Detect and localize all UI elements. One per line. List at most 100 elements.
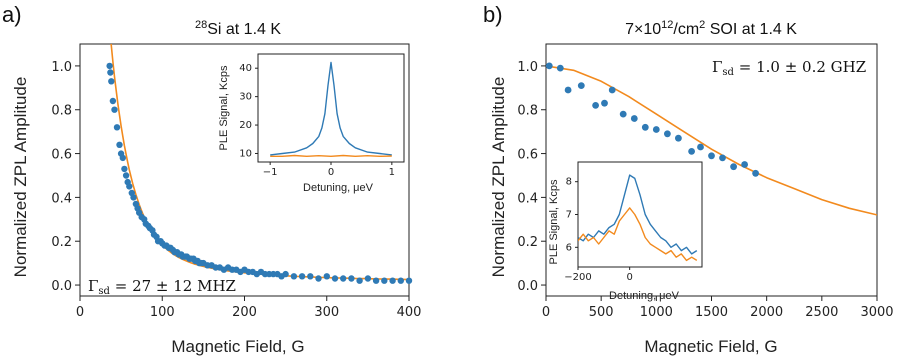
panel-b-inset-series-0: [578, 174, 698, 255]
panel-b-point-8: [630, 115, 638, 122]
panel-b-ytick-label-4: 0.8: [517, 104, 538, 119]
panel-a-point-9: [121, 165, 128, 173]
panel-b-inset-ylabel: PLE Signal, Kcps: [548, 179, 560, 264]
panel-a-point-81: [389, 277, 396, 284]
panel-b-label: b): [483, 2, 503, 27]
panel-b-point-18: [741, 161, 748, 168]
panel-b-inset-ytick-label-2: 8: [566, 177, 572, 188]
panel-a-inset-ytick-label-3: 40: [239, 63, 252, 74]
panel-a-point-6: [116, 141, 123, 148]
panel-b-point-6: [608, 86, 616, 94]
panel-a-annot-text: = 27 ± 12 MHZ: [110, 277, 236, 295]
panel-b-point-0: [545, 62, 553, 70]
panel-a-annotation: Γsd = 27 ± 12 MHZ: [88, 277, 236, 297]
panel-a-point-12: [126, 183, 133, 190]
panel-b-annotation: Γsd = 1.0 ± 0.2 GHZ: [712, 58, 866, 78]
panel-a-point-77: [356, 277, 363, 284]
panel-a-point-73: [323, 273, 330, 280]
panel-b-xlabel: Magnetic Field, G: [644, 337, 777, 356]
panel-b-xtick-label-0: 0: [542, 305, 550, 320]
panel-b-xtick-label-3: 1500: [695, 305, 728, 320]
panel-a-ytick-label-1: 0.2: [51, 235, 72, 250]
panel-b-point-5: [601, 99, 608, 107]
panel-a-inset-ytick-label-1: 20: [239, 120, 252, 131]
panel-a-title-sup: 28: [195, 19, 207, 31]
panel-a-xtick-label-2: 200: [232, 305, 257, 320]
panel-b-inset-xtick-label-0: −200: [564, 272, 591, 283]
panel-a-ytick-label-5: 1.0: [51, 60, 72, 75]
panel-a-inset-series-0: [270, 61, 392, 156]
panel-a-point-82: [397, 277, 404, 284]
panel-b-point-10: [652, 126, 660, 133]
panel-b-ytick-label-3: 0.6: [517, 148, 538, 163]
panel-b-point-19: [752, 169, 759, 177]
panel-b-ylabel: Normalized ZPL Amplitude: [489, 77, 508, 278]
panel-a-xtick-label-4: 400: [397, 305, 422, 320]
panel-b-point-1: [556, 64, 564, 72]
panel-a-point-75: [340, 275, 347, 282]
panel-a-point-78: [364, 275, 372, 282]
panel-b-xtick-label-6: 3000: [860, 305, 893, 320]
panel-b-point-17: [730, 163, 737, 171]
panel-a-inset-xtick-label-2: 1: [389, 167, 395, 178]
panel-b-inset-xlabel: Detuning, μeV: [609, 290, 680, 302]
panel-a-point-70: [298, 273, 306, 280]
panel-a-annot-sub: sd: [98, 286, 110, 297]
panel-b-xtick-label-1: 500: [589, 305, 614, 320]
panel-a-title: 28Si at 1.4 K: [195, 19, 281, 38]
panel-a-point-83: [405, 277, 413, 284]
panel-b-title-sup: 12: [661, 19, 673, 31]
panel-b-title-tail: /cm: [673, 21, 699, 38]
panel-b: b) 7×1012/cm2 SOI at 1.4 K 0 500 1000 1500 2…: [483, 2, 894, 356]
panel-a-xtick-label-3: 300: [314, 305, 339, 320]
panel-b-ytick-label-5: 1.0: [517, 60, 538, 75]
panel-b-point-12: [675, 134, 682, 142]
panel-a-point-68: [282, 270, 289, 278]
panel-a-label: a): [2, 2, 22, 27]
panel-b-point-14: [697, 143, 704, 151]
panel-a-ytick-label-3: 0.6: [51, 148, 72, 163]
panel-a-point-80: [381, 277, 388, 284]
panel-a-point-79: [372, 277, 380, 284]
panel-a-point-8: [119, 154, 127, 162]
panel-a-xlabel: Magnetic Field, G: [171, 337, 304, 356]
panel-a-point-4: [111, 106, 118, 113]
panel-b-annot-symbol: Γ: [712, 58, 722, 76]
panel-b-title-sup2: 2: [699, 19, 705, 31]
panel-a-inset-frame: [257, 53, 405, 163]
panel-a-inset-xtick-label-0: −1: [263, 167, 278, 178]
panel-b-inset-xtick-label-1: 0: [626, 272, 632, 283]
panel-a-point-14: [130, 194, 137, 201]
panel-b-fit-line: [546, 65, 877, 216]
panel-b-ytick-label-2: 0.4: [517, 191, 538, 206]
panel-a-inset-xlabel: Detuning, μeV: [303, 182, 374, 194]
panel-b-title-main: 7×10: [625, 21, 661, 38]
panel-a-inset-ytick-label-2: 30: [239, 92, 252, 103]
panel-b-xtick-label-5: 2500: [805, 305, 838, 320]
panel-a-xtick-label-1: 100: [150, 305, 175, 320]
panel-a-point-76: [348, 275, 355, 282]
panel-b-point-3: [577, 82, 585, 89]
panel-a-point-5: [113, 124, 121, 131]
panel-b-point-2: [564, 86, 572, 94]
panel-a-point-2: [108, 78, 115, 85]
panel-b-annot-text: = 1.0 ± 0.2 GHZ: [734, 58, 866, 76]
panel-b-point-11: [664, 130, 671, 138]
panel-b-inset: −200 0 6 7 8: [564, 161, 703, 283]
panel-a-ytick-label-4: 0.8: [51, 104, 72, 119]
panel-a-point-72: [315, 275, 322, 282]
panel-a-inset-ytick-label-0: 10: [239, 148, 252, 159]
panel-b-ytick-label-1: 0.2: [517, 235, 538, 250]
panel-b-point-16: [719, 154, 726, 162]
panel-a-point-0: [106, 62, 113, 70]
panel-b-point-4: [592, 102, 599, 109]
panel-b-inset-frame: [577, 161, 703, 268]
panel-a-xtick-label-0: 0: [76, 305, 84, 320]
panel-b-inset-series-1: [578, 207, 698, 262]
panel-a-point-3: [109, 97, 117, 105]
panel-a-inset-xtick-label-1: 0: [328, 167, 334, 178]
panel-a-ytick-label-2: 0.4: [51, 191, 72, 206]
panel-a-point-1: [107, 69, 114, 76]
panel-b-point-7: [619, 110, 627, 118]
panel-b-ytick-label-0: 0.0: [517, 279, 538, 294]
